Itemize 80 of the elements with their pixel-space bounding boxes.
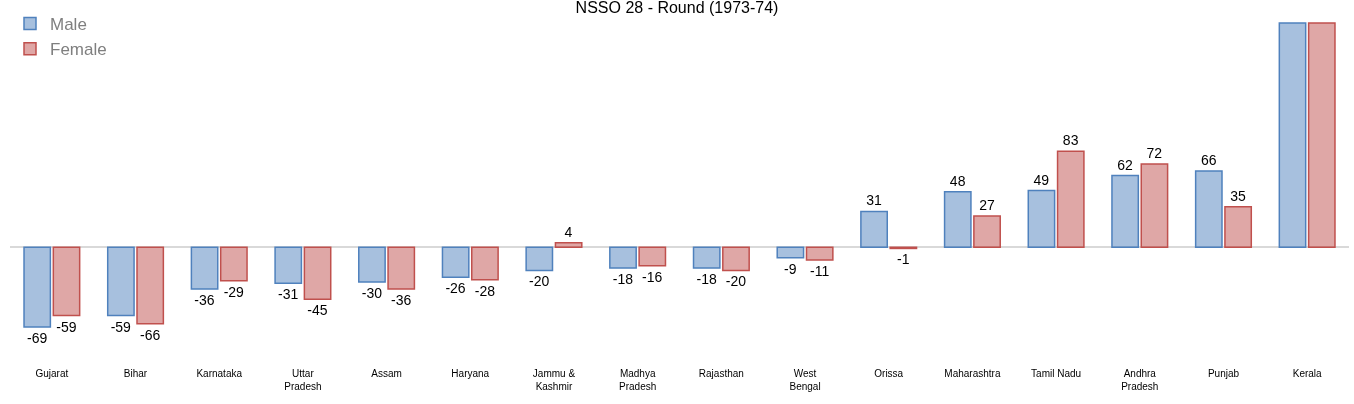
x-tick-label: Karnataka bbox=[196, 368, 243, 379]
data-label: -36 bbox=[194, 291, 215, 308]
data-label: -45 bbox=[307, 302, 328, 319]
x-tick-label: Punjab bbox=[1207, 368, 1240, 379]
data-label: 48 bbox=[949, 172, 966, 189]
x-tick-label: Gujarat bbox=[35, 368, 69, 379]
bar bbox=[1224, 206, 1253, 249]
x-tick-label: Jammu & Kashmir bbox=[532, 368, 576, 392]
data-label: -16 bbox=[642, 268, 663, 285]
data-label: 83 bbox=[1062, 132, 1079, 149]
bar bbox=[638, 246, 667, 267]
data-label: -20 bbox=[725, 273, 747, 290]
data-label: 66 bbox=[1200, 151, 1217, 168]
data-label: 31 bbox=[866, 192, 882, 209]
bar bbox=[1111, 174, 1140, 249]
data-label: 49 bbox=[1033, 171, 1050, 188]
x-tick-label: Assam bbox=[371, 368, 402, 379]
data-label: -66 bbox=[139, 326, 161, 343]
bar bbox=[609, 246, 637, 269]
bar bbox=[1140, 163, 1169, 249]
data-label: -18 bbox=[696, 271, 717, 288]
x-tick-label: Madhya Pradesh bbox=[619, 368, 657, 392]
data-label: 62 bbox=[1117, 156, 1134, 173]
legend-label: Male bbox=[50, 15, 87, 35]
bar bbox=[190, 246, 219, 290]
data-label: -20 bbox=[529, 273, 550, 290]
data-label: -31 bbox=[278, 286, 299, 303]
legend-label: Female bbox=[50, 40, 107, 60]
data-label: -1 bbox=[897, 251, 910, 268]
bar bbox=[860, 210, 888, 249]
data-label: 4 bbox=[564, 223, 573, 240]
bar bbox=[387, 246, 416, 290]
bar bbox=[525, 246, 554, 272]
data-label: -9 bbox=[784, 260, 797, 277]
bar bbox=[274, 246, 303, 284]
x-tick-label: Uttar Pradesh bbox=[284, 368, 322, 392]
bar bbox=[52, 246, 81, 317]
x-tick-label: Maharashtra bbox=[944, 368, 1001, 379]
data-label: 27 bbox=[979, 197, 995, 214]
chart-title: NSSO 28 - Round (1973-74) bbox=[575, 0, 779, 17]
data-label: -59 bbox=[56, 318, 77, 335]
x-tick-label: Haryana bbox=[451, 368, 490, 379]
bar bbox=[943, 191, 972, 249]
bar bbox=[722, 246, 750, 272]
data-label: -69 bbox=[26, 330, 48, 347]
bar bbox=[692, 246, 721, 269]
bar bbox=[1056, 150, 1085, 249]
x-tick-label: Orissa bbox=[874, 368, 904, 379]
bar bbox=[23, 246, 52, 328]
bar bbox=[1194, 170, 1223, 249]
data-label: -59 bbox=[110, 318, 132, 335]
data-label: -28 bbox=[474, 282, 496, 299]
bar bbox=[441, 246, 470, 279]
bar bbox=[471, 246, 499, 281]
bar bbox=[776, 246, 805, 259]
bar bbox=[136, 246, 165, 325]
data-label: 72 bbox=[1146, 145, 1163, 162]
bar bbox=[303, 246, 332, 301]
x-tick-label: Andhra Pradesh bbox=[1121, 368, 1159, 392]
data-label: -26 bbox=[445, 280, 466, 297]
data-label: -30 bbox=[361, 284, 383, 301]
x-tick-label: Kerala bbox=[1292, 368, 1323, 379]
bar bbox=[554, 241, 583, 249]
bar bbox=[973, 215, 1001, 249]
data-label: -29 bbox=[223, 283, 245, 300]
bar bbox=[1278, 22, 1307, 249]
x-tick-label: Bihar bbox=[123, 368, 148, 379]
data-label: -36 bbox=[391, 291, 412, 308]
x-tick-label: Tamil Nadu bbox=[1031, 368, 1082, 379]
data-label: -11 bbox=[809, 263, 830, 280]
bar bbox=[1307, 22, 1336, 249]
bar bbox=[1027, 189, 1056, 249]
bar bbox=[106, 246, 135, 317]
x-tick-label: West Bengal bbox=[789, 368, 821, 392]
data-label: -18 bbox=[612, 271, 634, 288]
bar bbox=[358, 246, 386, 283]
bar bbox=[219, 246, 248, 282]
bar bbox=[805, 246, 834, 261]
x-tick-label: Rajasthan bbox=[698, 368, 744, 379]
data-label: 35 bbox=[1230, 187, 1246, 204]
